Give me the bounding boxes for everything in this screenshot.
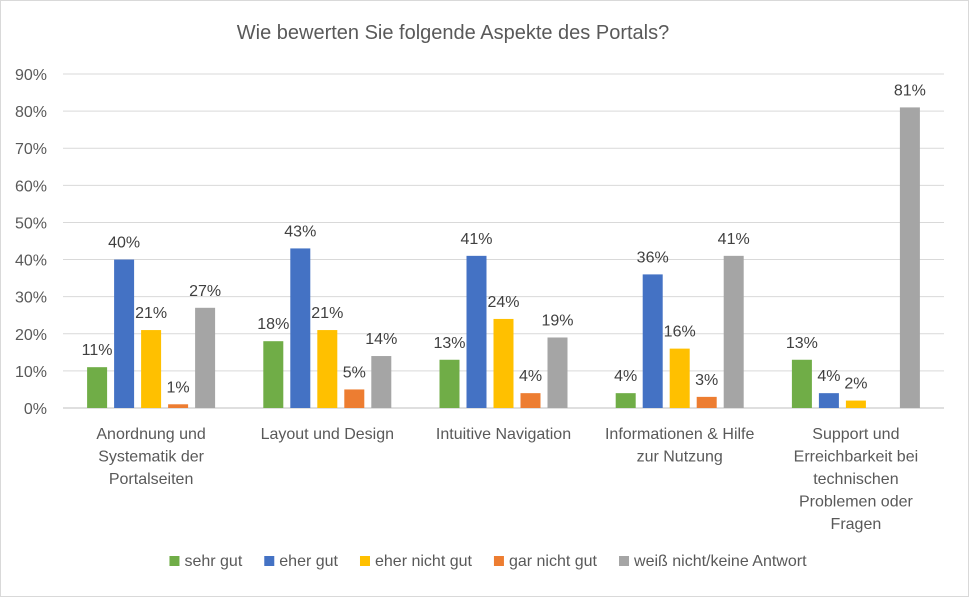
bar (195, 307, 216, 408)
bar (642, 274, 663, 408)
legend-item: eher nicht gut (359, 553, 473, 570)
data-label: 2% (844, 376, 867, 393)
bar (493, 318, 514, 408)
y-tick-label: 80% (15, 104, 47, 121)
legend-label: eher gut (279, 553, 338, 570)
legend-swatch (359, 556, 370, 566)
data-label: 24% (487, 294, 519, 311)
data-label: 14% (365, 331, 397, 348)
legend-label: weiß nicht/keine Antwort (633, 553, 807, 570)
bar (899, 107, 920, 409)
data-label: 4% (614, 368, 637, 385)
bar (317, 330, 338, 408)
y-tick-label: 20% (15, 327, 47, 344)
bar (439, 359, 460, 408)
data-label: 11% (82, 342, 113, 359)
data-label: 19% (541, 312, 573, 329)
legend: sehr gut eher gut eher nicht gut gar nicht … (169, 553, 807, 570)
bar (723, 255, 744, 408)
y-tick-label: 60% (15, 178, 47, 195)
data-label: 41% (460, 231, 492, 248)
bar (141, 330, 162, 408)
data-labels: 11% 40% 21% 1% 27% 18% 43% 21% 5% 14% 13% 41% 24% 4% 1… (82, 82, 926, 396)
y-tick-label: 90% (15, 67, 47, 84)
data-label: 43% (284, 223, 316, 240)
y-tick-label: 40% (15, 253, 47, 270)
bar (791, 359, 812, 408)
y-tick-label: 50% (15, 215, 47, 232)
y-tick-label: 70% (15, 141, 47, 158)
data-label: 21% (135, 305, 167, 322)
chart-title: Wie bewerten Sie folgende Aspekte des Po… (237, 22, 669, 44)
legend-item: gar nicht gut (493, 553, 598, 570)
bar (263, 341, 284, 408)
data-label: 18% (257, 316, 289, 333)
data-label: 4% (817, 368, 840, 385)
legend-swatch (619, 556, 630, 566)
bar (696, 396, 717, 408)
category-label: Layout und Design (261, 426, 394, 443)
data-label: 40% (108, 235, 140, 252)
data-label: 81% (894, 82, 926, 99)
category-label: Support und Erreichbarkeit bei technischen… (794, 426, 919, 533)
data-label: 36% (637, 249, 669, 266)
data-label: 5% (343, 364, 366, 381)
y-tick-label: 0% (24, 401, 47, 418)
data-label: 16% (664, 324, 696, 341)
bars (87, 107, 920, 409)
data-label: 4% (519, 368, 542, 385)
category-label: Informationen & Hilfe zur Nutzung (605, 426, 755, 466)
bar (818, 393, 839, 408)
bar (168, 404, 189, 408)
bar (114, 259, 135, 408)
y-tick-label: 30% (15, 290, 47, 307)
data-label: 27% (189, 283, 221, 300)
bar (344, 389, 365, 408)
category-label: Intuitive Navigation (436, 426, 571, 443)
data-label: 3% (695, 372, 718, 389)
legend-label: eher nicht gut (375, 553, 473, 570)
bar (290, 248, 311, 408)
data-label: 1% (167, 379, 190, 396)
bar (669, 348, 690, 408)
x-axis: Anordnung und Systematik der Portalseiten L… (96, 426, 918, 533)
bar (520, 393, 541, 408)
legend-label: gar nicht gut (509, 553, 598, 570)
bar (547, 337, 568, 408)
data-label: 13% (786, 335, 818, 352)
bar (371, 356, 392, 408)
data-label: 21% (311, 305, 343, 322)
y-tick-label: 10% (15, 364, 47, 381)
legend-label: sehr gut (184, 553, 242, 570)
category-label: Anordnung und Systematik der Portalseiten (96, 426, 205, 488)
bar (466, 255, 487, 408)
legend-item: sehr gut (169, 553, 243, 570)
bar (87, 367, 108, 408)
data-label: 13% (433, 335, 465, 352)
legend-item: weiß nicht/keine Antwort (619, 553, 807, 570)
y-axis: 0% 10% 20% 30% 40% 50% 60% 70% 80% 90% (15, 67, 47, 418)
legend-swatch (493, 556, 504, 566)
legend-swatch (264, 556, 275, 566)
data-label: 41% (718, 231, 750, 248)
bar (615, 393, 636, 408)
legend-swatch (169, 556, 180, 566)
legend-item: eher gut (264, 553, 339, 570)
bar (845, 400, 866, 408)
